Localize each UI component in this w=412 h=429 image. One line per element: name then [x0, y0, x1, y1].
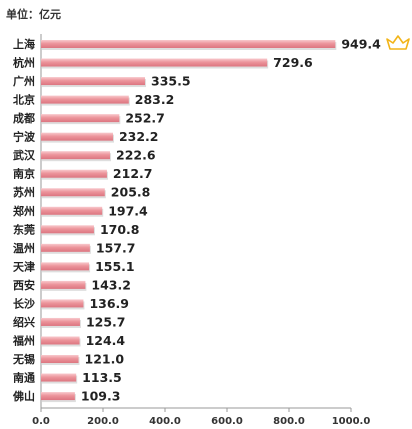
bar — [41, 206, 103, 215]
bar — [41, 114, 120, 123]
value-label: 124.4 — [86, 333, 126, 348]
category-label: 杭州 — [13, 56, 35, 70]
value-label: 335.5 — [151, 74, 191, 89]
x-tick-label: 600.0 — [211, 416, 243, 427]
bar — [41, 40, 336, 48]
value-label: 170.8 — [100, 222, 140, 237]
value-label: 212.7 — [113, 166, 153, 181]
value-label: 197.4 — [108, 203, 148, 218]
category-label: 武汉 — [13, 148, 36, 162]
value-label: 113.5 — [82, 370, 122, 385]
category-label: 东莞 — [13, 222, 35, 236]
value-label: 205.8 — [111, 185, 151, 200]
value-label: 136.9 — [89, 296, 129, 311]
category-label: 北京 — [13, 93, 35, 107]
bar — [41, 392, 75, 401]
x-tick-label: 0.0 — [32, 416, 50, 427]
value-label: 125.7 — [86, 314, 126, 329]
bar — [41, 151, 111, 160]
value-label: 157.7 — [96, 240, 136, 255]
bar — [41, 262, 90, 271]
crown-icon — [386, 35, 410, 50]
category-label: 无锡 — [12, 352, 35, 366]
bar — [41, 336, 80, 345]
bar — [41, 373, 77, 382]
value-label: 283.2 — [135, 92, 175, 107]
value-label: 729.6 — [273, 55, 313, 70]
bar — [41, 169, 107, 178]
bar — [41, 95, 129, 104]
value-label: 252.7 — [125, 111, 165, 126]
value-label: 121.0 — [85, 352, 125, 367]
bar — [41, 58, 268, 67]
category-label: 西安 — [13, 278, 35, 292]
value-label: 949.4 — [341, 37, 381, 52]
bar — [41, 77, 146, 86]
value-label: 109.3 — [81, 389, 121, 404]
category-label: 广州 — [13, 74, 35, 88]
bar — [41, 225, 94, 234]
value-label: 155.1 — [95, 259, 135, 274]
bar — [41, 355, 79, 364]
unit-label: 单位：亿元 — [6, 8, 61, 21]
bar — [41, 317, 80, 326]
category-label: 绍兴 — [13, 315, 35, 329]
bar — [41, 132, 113, 141]
category-label: 上海 — [13, 37, 35, 51]
category-label: 南京 — [13, 167, 35, 181]
x-tick-label: 200.0 — [87, 416, 119, 427]
category-label: 福州 — [12, 333, 35, 347]
category-label: 南通 — [13, 371, 35, 385]
bar — [41, 188, 105, 197]
value-label: 143.2 — [91, 277, 131, 292]
category-label: 天津 — [13, 259, 35, 273]
bar — [41, 280, 86, 289]
x-tick-label: 400.0 — [149, 416, 181, 427]
category-label: 长沙 — [13, 296, 35, 310]
category-label: 佛山 — [12, 389, 35, 403]
value-label: 222.6 — [116, 148, 156, 163]
x-tick-label: 1000.0 — [332, 416, 371, 427]
category-label: 郑州 — [13, 204, 35, 218]
category-label: 苏州 — [13, 185, 35, 199]
bar — [41, 299, 84, 308]
x-tick-label: 800.0 — [273, 416, 305, 427]
category-label: 宁波 — [13, 130, 36, 144]
category-label: 成都 — [13, 111, 35, 125]
bar — [41, 243, 90, 252]
category-label: 温州 — [13, 241, 35, 255]
value-label: 232.2 — [119, 129, 159, 144]
